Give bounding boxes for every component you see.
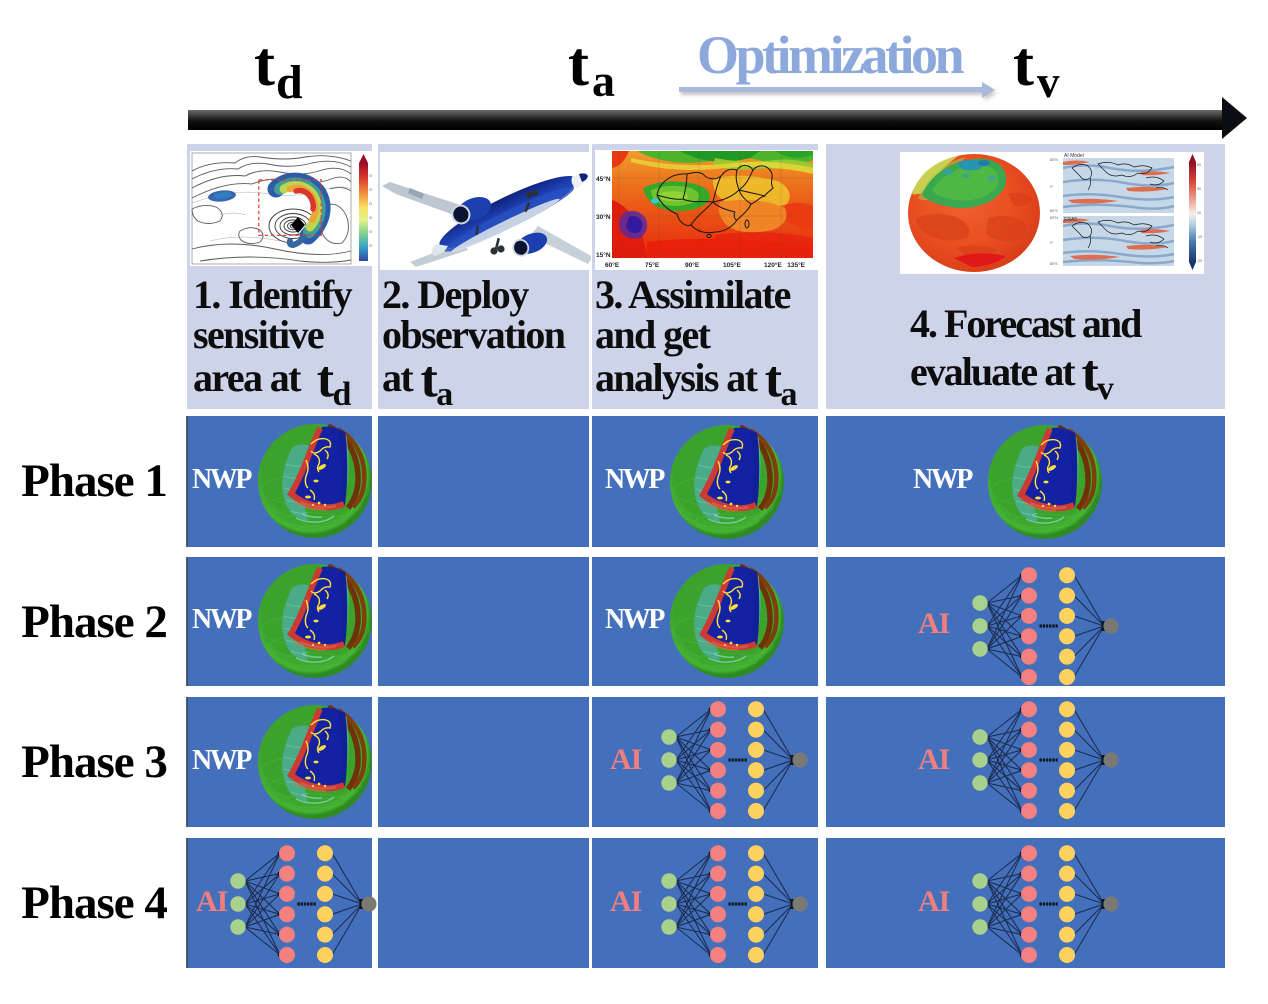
svg-text:90°E: 90°E — [685, 261, 700, 269]
svg-text:0°: 0° — [1050, 185, 1054, 189]
svg-text:0.4: 0.4 — [370, 243, 373, 248]
svg-text:0.6: 0.6 — [370, 215, 373, 220]
svg-text:45°N: 45°N — [596, 175, 611, 183]
svg-text:-10: -10 — [1197, 235, 1202, 239]
svg-text:75°E: 75°E — [645, 261, 660, 269]
svg-text:0°: 0° — [1050, 241, 1054, 245]
svg-text:-20: -20 — [1197, 259, 1202, 263]
svg-text:AI Model: AI Model — [1064, 153, 1084, 159]
svg-text:105°E: 105°E — [723, 261, 741, 269]
svg-text:80°N: 80°N — [1050, 158, 1058, 162]
svg-text:30: 30 — [1197, 187, 1201, 191]
svg-text:30°N: 30°N — [596, 213, 611, 221]
svg-text:50: 50 — [1197, 163, 1201, 167]
svg-text:0.7: 0.7 — [370, 201, 373, 206]
svg-text:135°E: 135°E — [787, 261, 805, 269]
svg-text:80°S: 80°S — [1050, 209, 1058, 213]
svg-text:80°N: 80°N — [1050, 216, 1058, 220]
svg-text:80°S: 80°S — [1050, 262, 1058, 266]
svg-text:0.8: 0.8 — [370, 187, 373, 192]
svg-text:ERA5: ERA5 — [1064, 217, 1077, 223]
svg-text:60°E: 60°E — [605, 261, 620, 269]
svg-text:120°E: 120°E — [764, 261, 782, 269]
svg-text:0.5: 0.5 — [370, 229, 373, 234]
svg-text:15°N: 15°N — [596, 251, 611, 259]
svg-text:10: 10 — [1197, 211, 1201, 215]
svg-text:0.9: 0.9 — [370, 173, 373, 178]
